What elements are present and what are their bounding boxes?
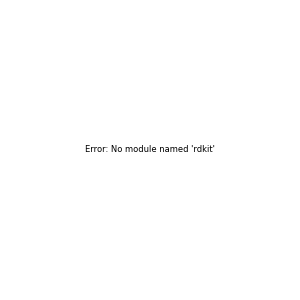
Text: Error: No module named 'rdkit': Error: No module named 'rdkit' [85, 146, 215, 154]
